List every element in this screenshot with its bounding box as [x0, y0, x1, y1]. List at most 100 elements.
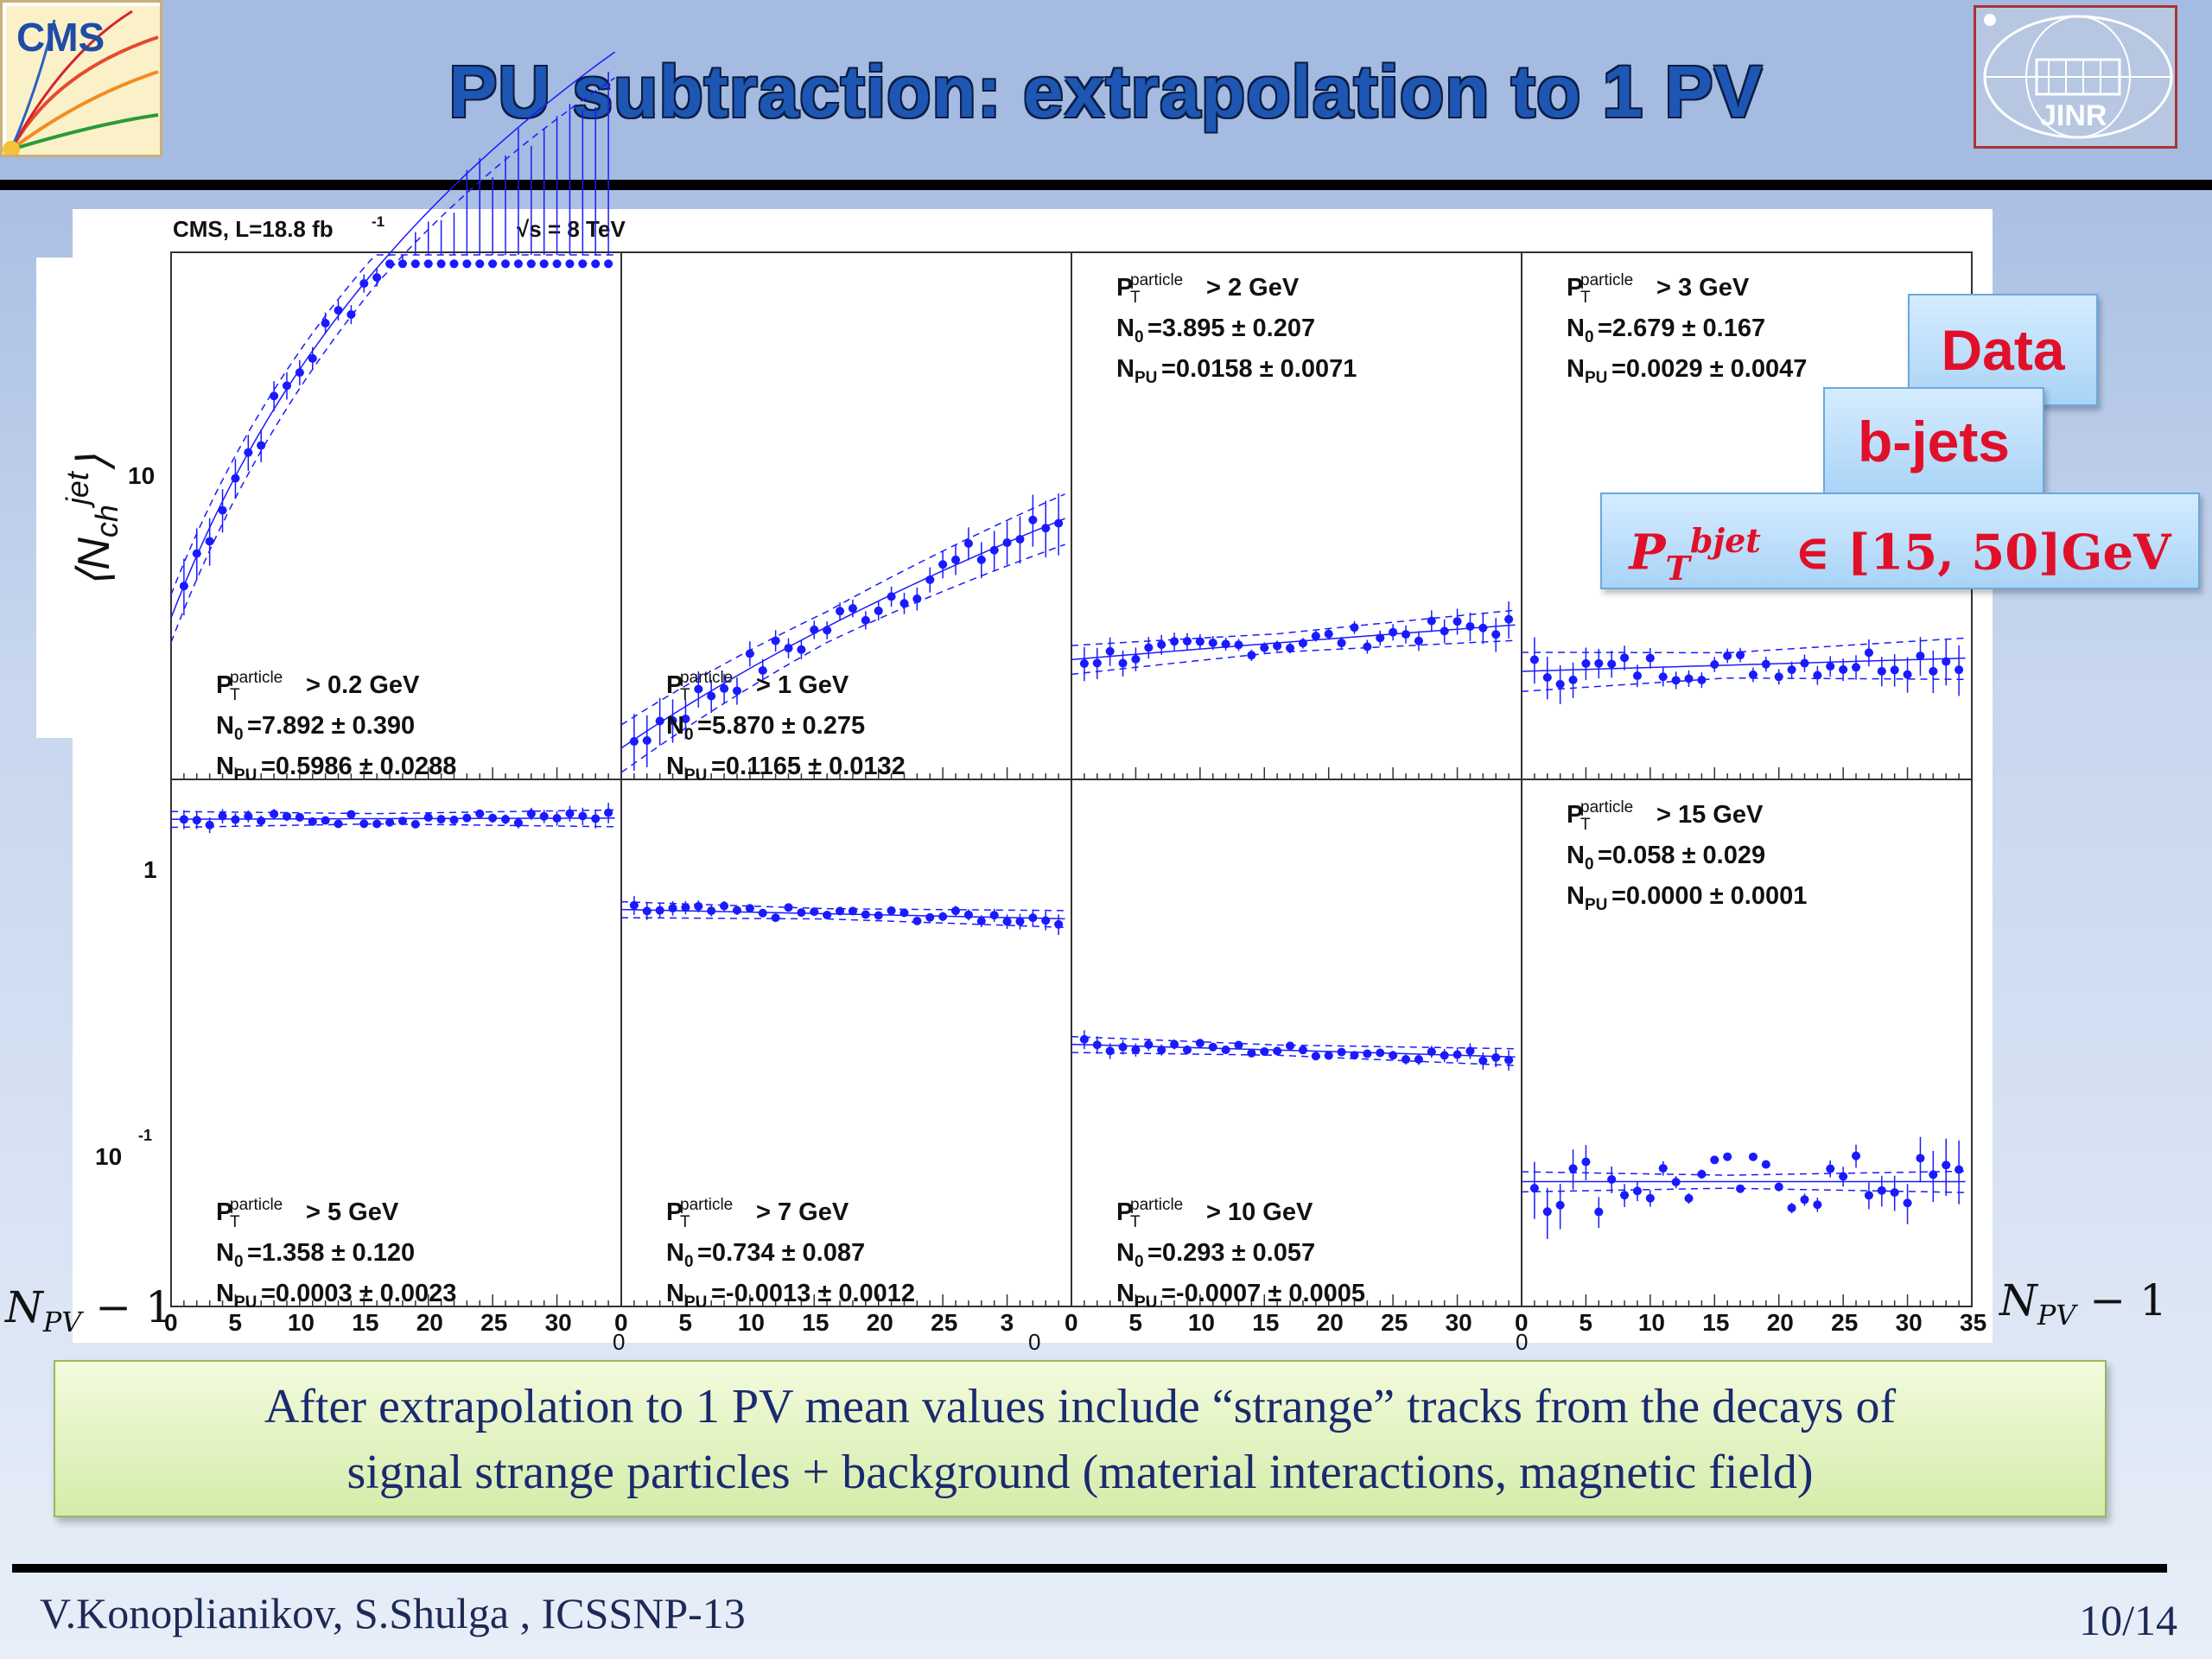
data-point [1697, 1169, 1707, 1179]
data-point [462, 259, 472, 269]
data-point [295, 368, 304, 378]
x-tick-label: 30 [1896, 1309, 1923, 1336]
data-point [526, 809, 536, 818]
data-point [1723, 651, 1732, 660]
jinr-logo-graphic: JINR [1983, 14, 2173, 139]
data-point [1761, 1160, 1770, 1169]
data-point [899, 908, 909, 918]
data-point [1504, 1055, 1514, 1065]
data-point [1260, 1046, 1269, 1056]
fit-band-upper [620, 493, 1065, 726]
data-point [912, 594, 922, 604]
data-point [1929, 1170, 1938, 1179]
x-tick-label: 5 [678, 1309, 692, 1336]
data-point [1929, 666, 1938, 676]
panel-n0-sub: 0 [234, 1253, 244, 1271]
data-point [1748, 670, 1758, 679]
bjets-tag: b-jets [1823, 387, 2044, 498]
data-point [282, 811, 291, 821]
pt-range: ∈ [15, 50]GeV [1794, 524, 2171, 582]
data-point [1607, 659, 1617, 669]
data-point [1890, 665, 1899, 675]
pt-symbol: P [1629, 524, 1666, 582]
data-point [308, 817, 317, 826]
data-point [179, 815, 188, 824]
panel-n0-value: =0.293 ± 0.057 [1147, 1239, 1315, 1267]
panel-n0-value: =7.892 ± 0.390 [247, 712, 415, 740]
jinr-logo-text: JINR [2040, 99, 2107, 132]
data-point [1645, 653, 1655, 663]
fit-band-lower [1071, 1052, 1516, 1066]
data-point [539, 259, 549, 269]
x-tick-label: 20 [1767, 1309, 1794, 1336]
data-point [1389, 627, 1398, 637]
data-point [758, 908, 767, 918]
data-point [976, 555, 986, 564]
data-point [655, 906, 664, 915]
panel-n0-label: N [1116, 1239, 1135, 1267]
panel-n0-label: N [666, 1239, 684, 1267]
panel-npu-sub: PU [234, 1294, 257, 1312]
panel-npu-value: =0.0158 ± 0.0071 [1161, 355, 1357, 383]
data-point [1542, 673, 1552, 683]
panel-npu-label: N [1116, 355, 1135, 383]
data-point [1839, 1172, 1848, 1181]
x-tick-label-zero: 0 [1516, 1329, 1528, 1355]
data-point [591, 259, 601, 269]
panel-n0-label: N [216, 712, 234, 740]
x-tick-label: 3 [1001, 1309, 1014, 1336]
panel-pt-label: P [1567, 801, 1583, 829]
data-point [488, 813, 498, 823]
data-point [1118, 1042, 1128, 1052]
data-point [963, 539, 973, 549]
data-point [397, 259, 407, 269]
npv-subscript: PV [42, 1306, 82, 1338]
panel-n0-value: =1.358 ± 0.120 [247, 1239, 415, 1267]
data-point [578, 259, 588, 269]
panel-npu-label: N [1567, 355, 1585, 383]
data-point [257, 817, 266, 826]
data-point [1144, 1039, 1154, 1049]
x-tick-label: 10 [738, 1309, 765, 1336]
data-point [874, 606, 883, 615]
panel-n0-sub: 0 [234, 726, 244, 744]
panel-n0-value: =0.734 ± 0.087 [697, 1239, 865, 1267]
data-point [681, 903, 690, 912]
data-point [1041, 524, 1051, 533]
data-point [1800, 1195, 1809, 1205]
panel-pt-label: P [1116, 274, 1133, 302]
panel-npu-sub: PU [1135, 1294, 1157, 1312]
panel-pt-sup: particle [680, 669, 733, 687]
fit-band-lower [620, 917, 1065, 929]
data-point [1671, 676, 1681, 685]
y-axis-label: ⟨Nchjet⟩ [60, 454, 124, 588]
npv-symbol: N [1999, 1275, 2037, 1325]
data-point [1350, 1051, 1359, 1060]
panel-pt-sup: particle [230, 669, 283, 687]
fit-band-lower [1521, 677, 1966, 692]
data-point [552, 259, 562, 269]
data-point [1787, 1203, 1796, 1212]
panel-n0-value: =5.870 ± 0.275 [697, 712, 865, 740]
data-point [912, 916, 922, 925]
fit-band-lower [170, 77, 615, 643]
data-point [1955, 1165, 1964, 1174]
data-point [1002, 538, 1012, 548]
npv-label-left: NPV − 1 [5, 1282, 173, 1338]
y-axis-label-box [36, 257, 166, 738]
data-point [1182, 637, 1192, 646]
panel-pt-label: P [1567, 274, 1583, 302]
data-point [1054, 518, 1064, 528]
panel-pt-sub: T [1580, 289, 1591, 307]
data-point [1684, 1193, 1694, 1203]
data-point [1221, 639, 1230, 649]
panel-pt-label: P [666, 671, 683, 699]
jinr-logo: JINR [1974, 5, 2177, 149]
data-point [526, 259, 536, 269]
footer-authors: V.Konoplianikov, S.Shulga , ICSSNP-13 [40, 1589, 746, 1637]
data-point [218, 505, 227, 515]
panel-npu-label: N [666, 1280, 684, 1307]
data-point [1903, 670, 1912, 679]
data-point [963, 910, 973, 919]
panel-pt-sub: T [230, 686, 240, 704]
